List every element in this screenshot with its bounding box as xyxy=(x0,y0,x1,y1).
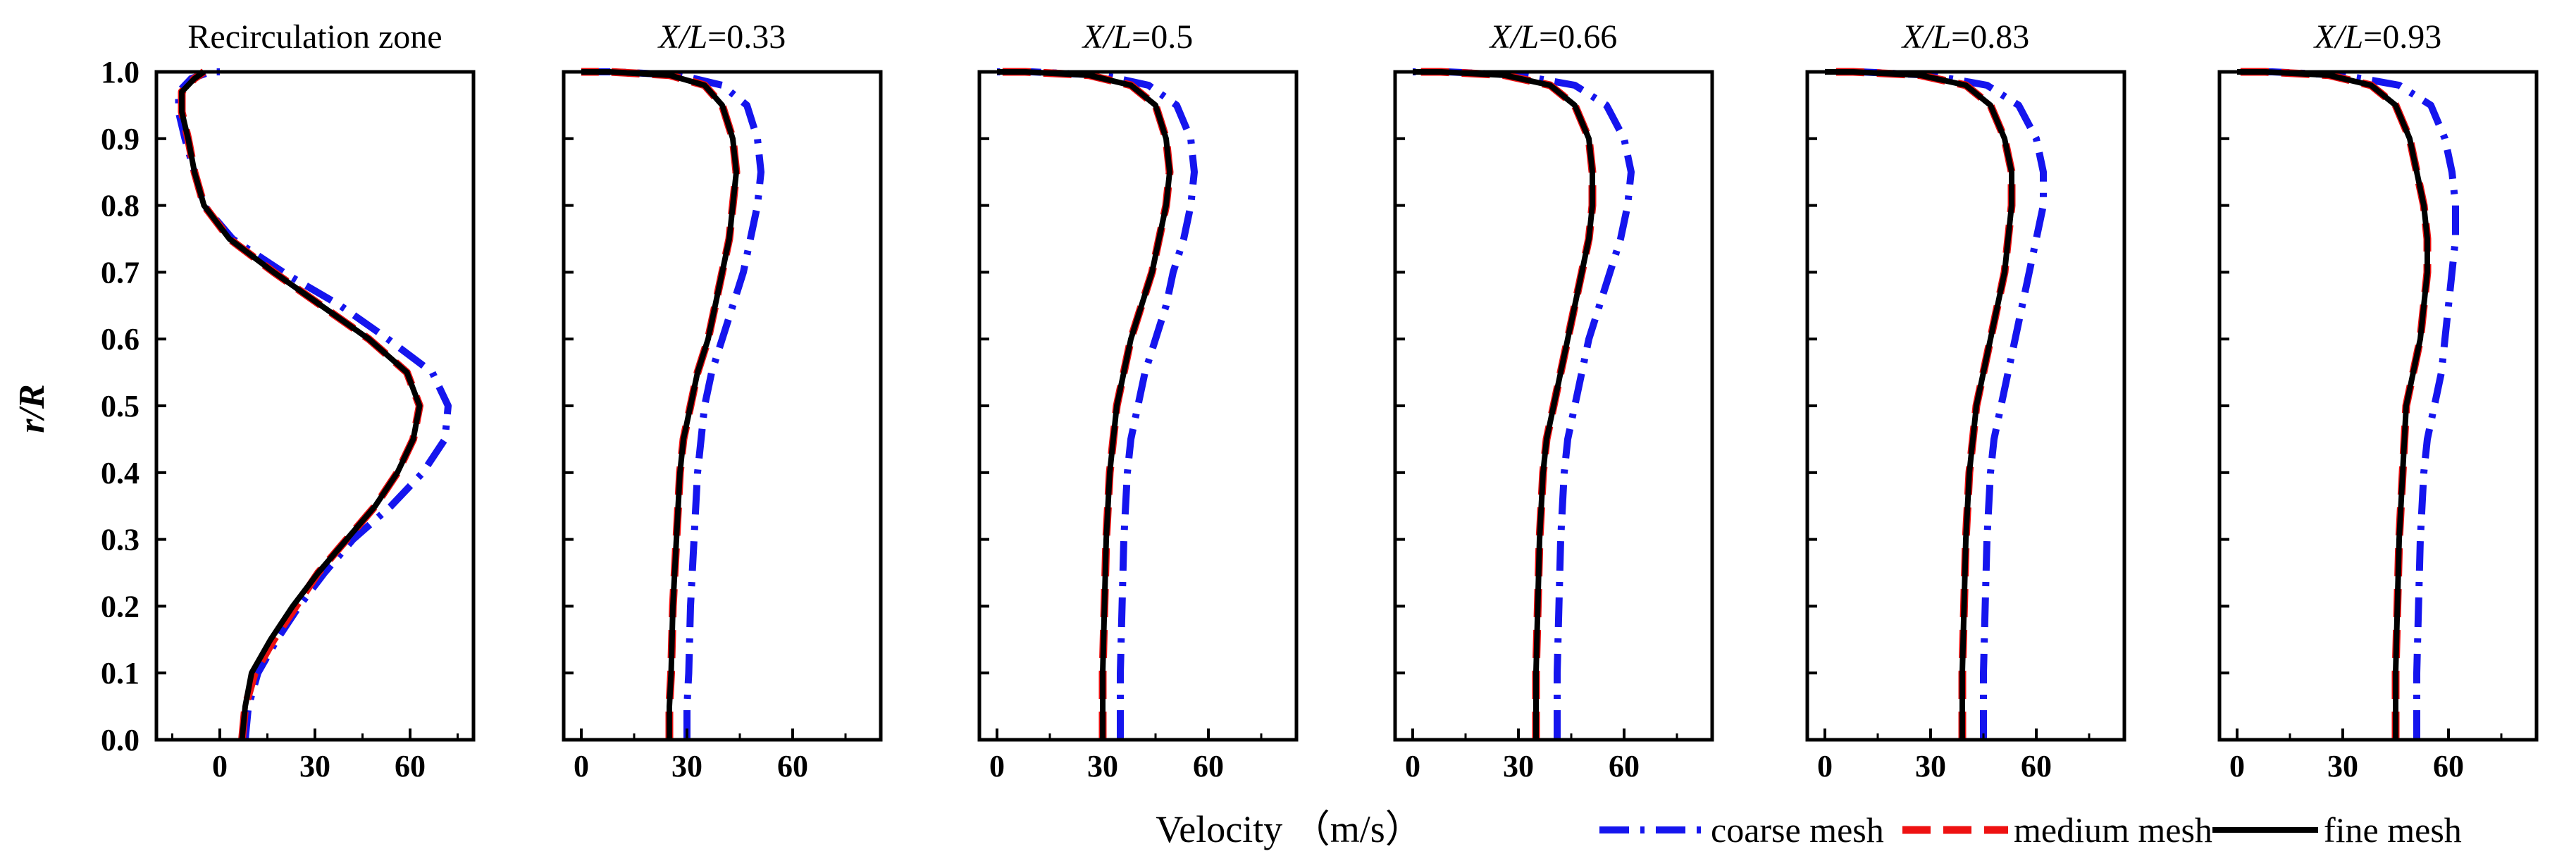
panel-title: X/L=0.93 xyxy=(2313,18,2441,56)
panel-0: Recirculation zone 0 30 60 0.0 0.1 0.2 0.3 0.4 0.… xyxy=(101,18,476,783)
x-tick-label: 30 xyxy=(1087,749,1118,783)
series-fine-mesh xyxy=(997,69,1172,740)
series-medium-mesh xyxy=(178,68,423,740)
y-tick-label: 0.2 xyxy=(101,589,140,624)
x-tick-label: 30 xyxy=(299,749,330,783)
panel-title: X/L=0.83 xyxy=(1901,18,2029,56)
legend: coarse mesh medium mesh fine mesh xyxy=(1599,810,2462,850)
x-tick-label: 0 xyxy=(1405,749,1420,783)
series-fine-mesh xyxy=(1825,69,2014,740)
series-coarse-mesh xyxy=(997,68,1198,740)
panel-title-value: =0.66 xyxy=(1539,18,1617,56)
panel-frame xyxy=(562,70,883,742)
panel-title-value: =0.33 xyxy=(707,18,786,56)
panel-title-var: X/L xyxy=(1082,18,1132,56)
y-tick-label: 0.1 xyxy=(101,656,140,690)
series-medium-mesh xyxy=(581,68,741,740)
series-fine-mesh xyxy=(581,69,739,740)
panel-2: X/L=0.5 0 30 60 xyxy=(977,18,1299,783)
panel-title: X/L=0.66 xyxy=(1489,18,1617,56)
series-coarse-mesh xyxy=(1413,68,1635,740)
x-tick-label: 30 xyxy=(1503,749,1534,783)
series-medium-mesh xyxy=(1413,68,1597,740)
panel-frame xyxy=(977,70,1299,742)
y-axis-title-group: r/R xyxy=(12,384,52,433)
panel-frame xyxy=(2217,70,2539,742)
x-tick-label: 60 xyxy=(1609,749,1640,783)
x-tick-label: 0 xyxy=(212,749,228,783)
y-tick-label: 0.5 xyxy=(101,389,140,423)
panel-title-value: =0.5 xyxy=(1132,18,1193,56)
panel-title-value: =0.93 xyxy=(2363,18,2441,56)
x-tick-label: 60 xyxy=(2021,749,2052,783)
series-fine-mesh xyxy=(2237,69,2430,740)
panel-4: X/L=0.83 0 30 60 xyxy=(1805,18,2126,783)
series-coarse-mesh xyxy=(1825,68,2047,740)
y-tick-label: 0.4 xyxy=(101,456,140,490)
panel-title-var: X/L xyxy=(2313,18,2363,56)
x-axis-title: Velocity （m/s） xyxy=(1156,808,1423,850)
panel-title-value: =0.83 xyxy=(1951,18,2029,56)
x-tick-label: 30 xyxy=(671,749,702,783)
y-tick-label: 0.6 xyxy=(101,322,140,356)
x-tick-label: 60 xyxy=(2433,749,2464,783)
x-tick-label: 60 xyxy=(777,749,808,783)
panel-5: X/L=0.93 0 30 60 xyxy=(2217,18,2539,783)
x-tick-label: 60 xyxy=(395,749,426,783)
x-tick-label: 30 xyxy=(2327,749,2358,783)
y-tick-label: 0.8 xyxy=(101,189,140,223)
series-coarse-mesh xyxy=(581,68,764,740)
series-coarse-mesh xyxy=(2237,68,2459,740)
x-tick-label: 60 xyxy=(1193,749,1224,783)
x-tick-label: 0 xyxy=(989,749,1005,783)
y-tick-label: 1.0 xyxy=(101,55,140,89)
x-tick-label: 0 xyxy=(1817,749,1833,783)
y-tick-label: 0.0 xyxy=(101,723,140,757)
panel-title: X/L=0.5 xyxy=(1082,18,1193,56)
legend-label-medium-mesh: medium mesh xyxy=(2014,810,2212,850)
panel-3: X/L=0.66 0 30 60 xyxy=(1393,18,1714,783)
series-medium-mesh xyxy=(997,68,1174,740)
panel-title-var: X/L xyxy=(657,18,707,56)
panel-title-var: X/L xyxy=(1489,18,1539,56)
x-tick-label: 30 xyxy=(1915,749,1946,783)
y-tick-label: 0.3 xyxy=(101,523,140,557)
y-axis-title: r/R xyxy=(12,384,52,433)
x-tick-label: 0 xyxy=(2229,749,2245,783)
series-fine-mesh xyxy=(179,69,423,740)
panels-group: Recirculation zone 0 30 60 0.0 0.1 0.2 0.3 0.4 0.… xyxy=(101,18,2539,783)
y-tick-label: 0.9 xyxy=(101,122,140,156)
series-coarse-mesh xyxy=(175,68,452,740)
series-fine-mesh xyxy=(1413,69,1595,740)
legend-label-coarse-mesh: coarse mesh xyxy=(1711,810,1884,850)
x-tick-label: 0 xyxy=(574,749,589,783)
panel-title: Recirculation zone xyxy=(187,18,442,56)
panel-1: X/L=0.33 0 30 60 xyxy=(562,18,883,783)
panel-title-var: X/L xyxy=(1901,18,1951,56)
legend-label-fine-mesh: fine mesh xyxy=(2324,810,2462,850)
y-tick-label: 0.7 xyxy=(101,255,140,290)
panel-title: X/L=0.33 xyxy=(657,18,786,56)
panel-frame xyxy=(154,70,476,742)
